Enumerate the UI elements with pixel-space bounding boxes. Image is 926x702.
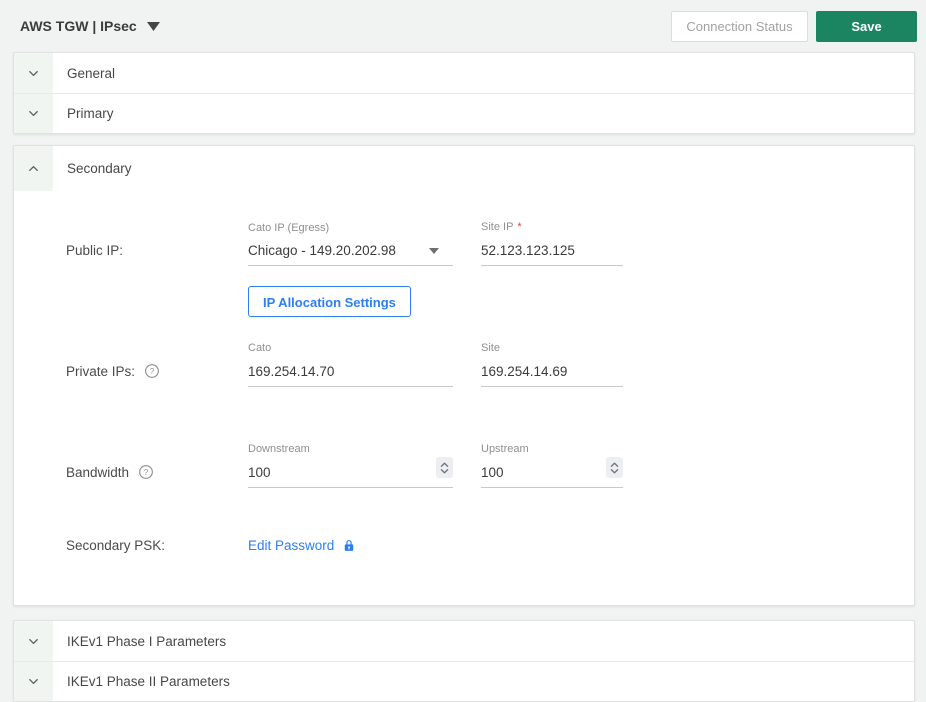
- select-arrow-icon: [429, 248, 439, 254]
- upstream-field-label: Upstream: [481, 443, 529, 455]
- accordion-section-ikev1-phase2[interactable]: IKEv1 Phase II Parameters: [14, 661, 914, 701]
- cato-ip-egress-select[interactable]: Cato IP (Egress) Chicago - 149.20.202.98: [248, 222, 453, 266]
- upstream-stepper[interactable]: [606, 457, 623, 478]
- ip-allocation-row: IP Allocation Settings: [66, 266, 914, 317]
- lock-icon: [342, 538, 356, 553]
- svg-text:?: ?: [150, 367, 155, 376]
- downstream-input[interactable]: [248, 465, 453, 488]
- downstream-field-label: Downstream: [248, 443, 310, 455]
- site-ip-input[interactable]: [481, 243, 623, 266]
- ikev1-phase1-expand-toggle[interactable]: [14, 621, 53, 661]
- private-site-field-group: Site: [481, 342, 623, 387]
- section-label-primary: Primary: [67, 106, 114, 121]
- private-ips-label: Private IPs: ?: [66, 363, 248, 387]
- cato-ip-egress-selected-value[interactable]: Chicago - 149.20.202.98: [248, 243, 453, 266]
- topbar: AWS TGW | IPsec Connection Status Save: [0, 0, 926, 52]
- private-cato-input[interactable]: [248, 364, 453, 387]
- card-secondary: Secondary Public IP: Cato IP (Egress) Ch…: [13, 145, 915, 606]
- site-ip-label-text: Site IP: [481, 221, 514, 233]
- site-type-dropdown[interactable]: AWS TGW | IPsec: [20, 18, 160, 34]
- cato-ip-egress-field-label: Cato IP (Egress): [248, 222, 330, 234]
- site-ip-field-label: Site IP *: [481, 221, 623, 233]
- chevron-down-icon: [26, 634, 41, 649]
- page-title: AWS TGW | IPsec: [20, 18, 137, 34]
- accordion-section-primary[interactable]: Primary: [14, 93, 914, 133]
- caret-down-icon: [146, 21, 160, 31]
- secondary-section-body: Public IP: Cato IP (Egress) Chicago - 14…: [14, 191, 914, 605]
- edit-password-link[interactable]: Edit Password: [248, 538, 356, 553]
- section-label-secondary: Secondary: [67, 161, 132, 176]
- primary-expand-toggle[interactable]: [14, 94, 53, 133]
- secondary-psk-row: Secondary PSK: Edit Password: [66, 538, 914, 553]
- private-ips-row: Private IPs: ? Cato Site: [66, 342, 914, 387]
- accordion-section-secondary[interactable]: Secondary: [14, 146, 914, 191]
- bandwidth-label: Bandwidth ?: [66, 464, 248, 488]
- private-site-input[interactable]: [481, 364, 623, 387]
- private-cato-field-group: Cato: [248, 342, 453, 387]
- svg-text:?: ?: [144, 468, 149, 477]
- help-icon[interactable]: ?: [138, 464, 154, 480]
- private-cato-field-label: Cato: [248, 342, 272, 354]
- site-ip-field-group: Site IP *: [481, 221, 623, 266]
- bandwidth-label-text: Bandwidth: [66, 464, 130, 480]
- chevron-down-icon: [26, 66, 41, 81]
- edit-password-link-text: Edit Password: [248, 538, 335, 553]
- section-label-ikev1-phase1: IKEv1 Phase I Parameters: [67, 633, 227, 649]
- required-asterisk: *: [517, 221, 522, 233]
- topbar-actions: Connection Status Save: [671, 10, 917, 42]
- downstream-stepper[interactable]: [436, 457, 453, 478]
- card-general-primary: General Primary: [13, 52, 915, 134]
- public-ip-label: Public IP:: [66, 243, 124, 258]
- bandwidth-row: Bandwidth ? Downstream Upstream: [66, 443, 914, 488]
- private-ips-label-text: Private IPs:: [66, 363, 136, 379]
- save-button[interactable]: Save: [816, 10, 917, 42]
- downstream-field-group: Downstream: [248, 443, 453, 488]
- ip-allocation-settings-button[interactable]: IP Allocation Settings: [248, 286, 411, 317]
- secondary-collapse-toggle[interactable]: [14, 146, 53, 191]
- chevron-up-icon: [26, 161, 41, 176]
- chevron-down-icon: [26, 106, 41, 121]
- upstream-input[interactable]: [481, 465, 623, 488]
- card-ikev1: IKEv1 Phase I Parameters IKEv1 Phase II …: [13, 620, 915, 702]
- public-ip-row: Public IP: Cato IP (Egress) Chicago - 14…: [66, 221, 914, 266]
- accordion-section-ikev1-phase1[interactable]: IKEv1 Phase I Parameters: [14, 621, 914, 661]
- help-icon[interactable]: ?: [144, 363, 160, 379]
- accordion-section-general[interactable]: General: [14, 53, 914, 93]
- general-expand-toggle[interactable]: [14, 53, 53, 93]
- secondary-psk-label: Secondary PSK:: [66, 538, 166, 553]
- connection-status-button[interactable]: Connection Status: [671, 10, 808, 42]
- private-site-field-label: Site: [481, 342, 500, 354]
- upstream-field-group: Upstream: [481, 443, 623, 488]
- section-label-general: General: [67, 65, 116, 81]
